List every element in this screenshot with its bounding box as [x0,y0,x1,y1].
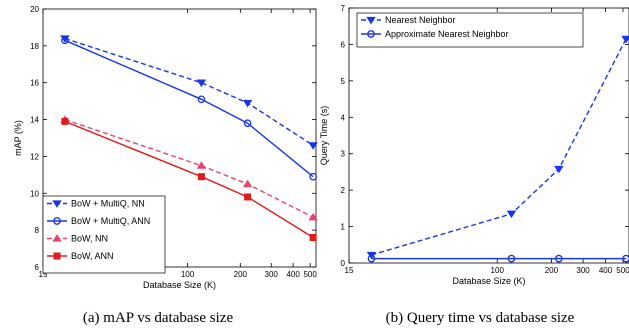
series-3 [61,117,317,242]
y-tick-label: 5 [341,77,346,86]
series-line [64,120,314,239]
caption-a: (a) mAP vs database size [83,310,234,326]
y-tick-label: 18 [30,42,39,51]
data-point [308,142,318,150]
x-tick-label: 100 [181,270,195,279]
series-0 [60,35,318,150]
data-point [243,119,252,128]
data-point [309,172,317,181]
data-point [308,212,318,221]
y-tick-label: 7 [341,4,346,13]
x-tick-label: 15 [345,266,354,275]
y-tick-label: 8 [35,226,40,235]
data-point [197,95,206,104]
x-tick-label: 200 [234,270,248,279]
data-point [554,254,563,263]
legend-entry: BoW, ANN [47,251,114,261]
x-tick-label: 300 [265,270,279,279]
y-tick-label: 3 [341,150,346,159]
series-1 [61,36,317,181]
legend-label: BoW + MultiQ, NN [71,199,145,209]
y-tick-label: 4 [341,113,346,122]
legend-label: BoW + MultiQ, ANN [71,216,150,226]
data-point [242,99,253,108]
legend-entry: BoW + MultiQ, NN [47,199,145,209]
legend: BoW + MultiQ, NN BoW + MultiQ, ANN BoW, NN… [42,195,166,274]
series-line [64,118,314,218]
y-tick-label: 1 [341,223,346,232]
x-tick-label: 300 [576,266,590,275]
chart-query-time-vs-size: 0 1 2 3 4 5 6 7 15 100 200 300 400 500 Database Size (… [319,4,629,286]
legend-marker [53,252,61,260]
data-point [367,254,376,263]
data-point [196,79,207,88]
data-point [61,117,69,125]
y-tick-label: 20 [30,5,39,14]
legend-label: Nearest Neighbor [385,15,456,25]
legend-entry: BoW, NN [47,234,108,244]
x-axis-label: Database Size (K) [143,280,216,290]
legend-marker [52,200,62,208]
x-tick-label: 500 [303,270,317,279]
chart-map-vs-size: 6 8 10 12 14 16 18 20 15 100 200 300 400 500 Database … [13,5,318,290]
series-line [64,39,314,178]
data-point [507,254,516,263]
series-line [64,37,314,146]
y-tick-label: 14 [30,116,39,125]
x-tick-label: 400 [286,270,300,279]
data-point [244,193,252,201]
legend-entry: Approximate Nearest Neighbor [361,29,509,39]
legend-marker [52,234,62,242]
data-point [61,36,69,45]
y-axis-label: mAP (%) [13,120,23,156]
y-tick-label: 16 [30,79,39,88]
legend-label: Approximate Nearest Neighbor [385,29,509,39]
data-point [242,179,253,188]
x-tick-label: 200 [545,266,559,275]
legend-entry: BoW + MultiQ, ANN [47,216,150,226]
legend-label: BoW, ANN [71,251,114,261]
legend-entry: Nearest Neighbor [361,15,456,25]
caption-b: (b) Query time vs database size [386,310,575,326]
y-tick-label: 0 [341,259,346,268]
x-tick-label: 15 [39,270,48,279]
y-tick-label: 10 [30,189,39,198]
x-tick-label: 500 [616,266,629,275]
legend: Nearest Neighbor Approximate Nearest Neig… [356,12,584,48]
legend-box [356,12,584,48]
legend-label: BoW, NN [71,234,108,244]
x-tick-label: 400 [599,266,613,275]
data-point [506,210,517,219]
data-point [621,35,629,44]
legend-marker [53,217,61,225]
y-tick-label: 12 [30,152,39,161]
y-tick-label: 6 [35,263,40,272]
legend-marker [367,30,375,38]
legend-box [42,195,166,274]
y-axis-label: Query Time (s) [319,106,329,166]
series-line [371,38,627,256]
x-axis-label: Database Size (K) [452,276,525,286]
data-point [309,234,317,242]
data-point [196,161,207,169]
x-tick-label: 100 [491,266,505,275]
data-point [622,254,629,263]
y-tick-label: 2 [341,186,346,195]
data-point [554,165,564,174]
data-point [197,173,205,181]
y-tick-label: 6 [341,40,346,49]
series-1 [367,254,629,263]
legend-marker [366,16,376,25]
